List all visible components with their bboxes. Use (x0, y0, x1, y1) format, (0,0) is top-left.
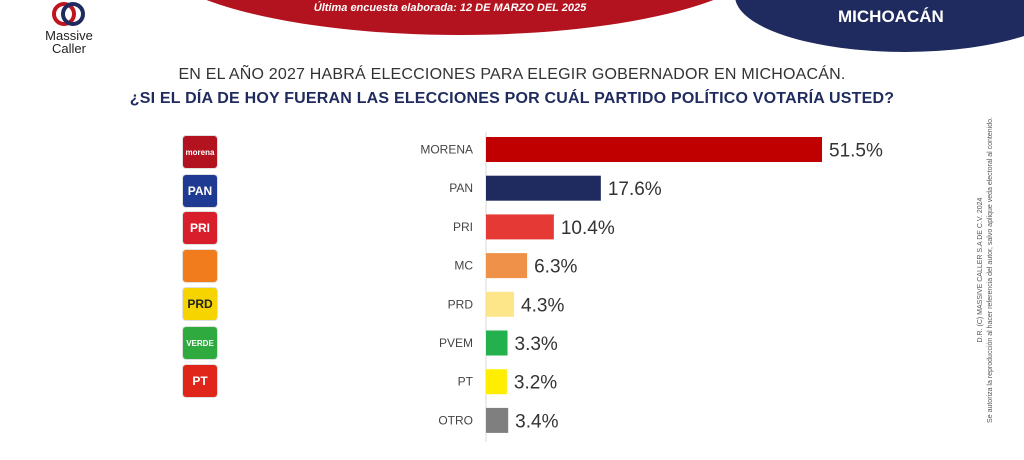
bar-pvem (486, 330, 508, 356)
bar-morena (486, 137, 822, 162)
verde-logo-icon: VERDE (183, 327, 217, 359)
value-label: 3.4% (515, 411, 558, 432)
value-label: 4.3% (521, 295, 564, 316)
brand-mark-icon (52, 2, 85, 26)
value-label: 3.2% (514, 373, 557, 394)
category-label: PVEM (439, 336, 473, 350)
pt-logo-icon: PT (183, 365, 217, 397)
question-title: ¿SI EL DÍA DE HOY FUERAN LAS ELECCIONES … (129, 90, 895, 107)
category-label: PRD (448, 297, 474, 311)
value-label: 6.3% (534, 257, 577, 278)
bar-mc (486, 253, 528, 279)
category-label: MC (454, 259, 473, 273)
brand-name-line1: Massive (45, 28, 93, 43)
mc-logo-icon (183, 250, 217, 282)
brand-logo: Massive Caller (34, 0, 104, 58)
region-label: MICHOACÁN (838, 7, 944, 26)
question-intro: EN EL AÑO 2027 HABRÁ ELECCIONES PARA ELE… (178, 66, 846, 83)
category-label: OTRO (438, 413, 473, 427)
category-label: MORENA (420, 143, 473, 157)
pri-logo-icon: PRI (183, 212, 217, 244)
morena-logo-icon: morena (183, 136, 217, 168)
value-label: 17.6% (608, 179, 662, 200)
value-label: 3.3% (515, 334, 558, 355)
pan-logo-icon: PAN (183, 175, 217, 207)
category-label: PRI (453, 220, 473, 234)
category-label: PAN (449, 181, 473, 195)
value-label: 51.5% (829, 141, 883, 162)
bar-pan (486, 175, 601, 201)
survey-date: Última encuesta elaborada: 12 DE MARZO D… (313, 2, 587, 14)
bar-pri (486, 214, 554, 240)
brand-name-line2: Caller (52, 41, 86, 56)
bar-otro (486, 407, 509, 433)
bar-pt (486, 369, 507, 395)
bar-prd (486, 291, 515, 317)
category-label: PT (458, 375, 474, 389)
prd-logo-icon: PRD (183, 288, 217, 320)
value-label: 10.4% (561, 218, 615, 239)
